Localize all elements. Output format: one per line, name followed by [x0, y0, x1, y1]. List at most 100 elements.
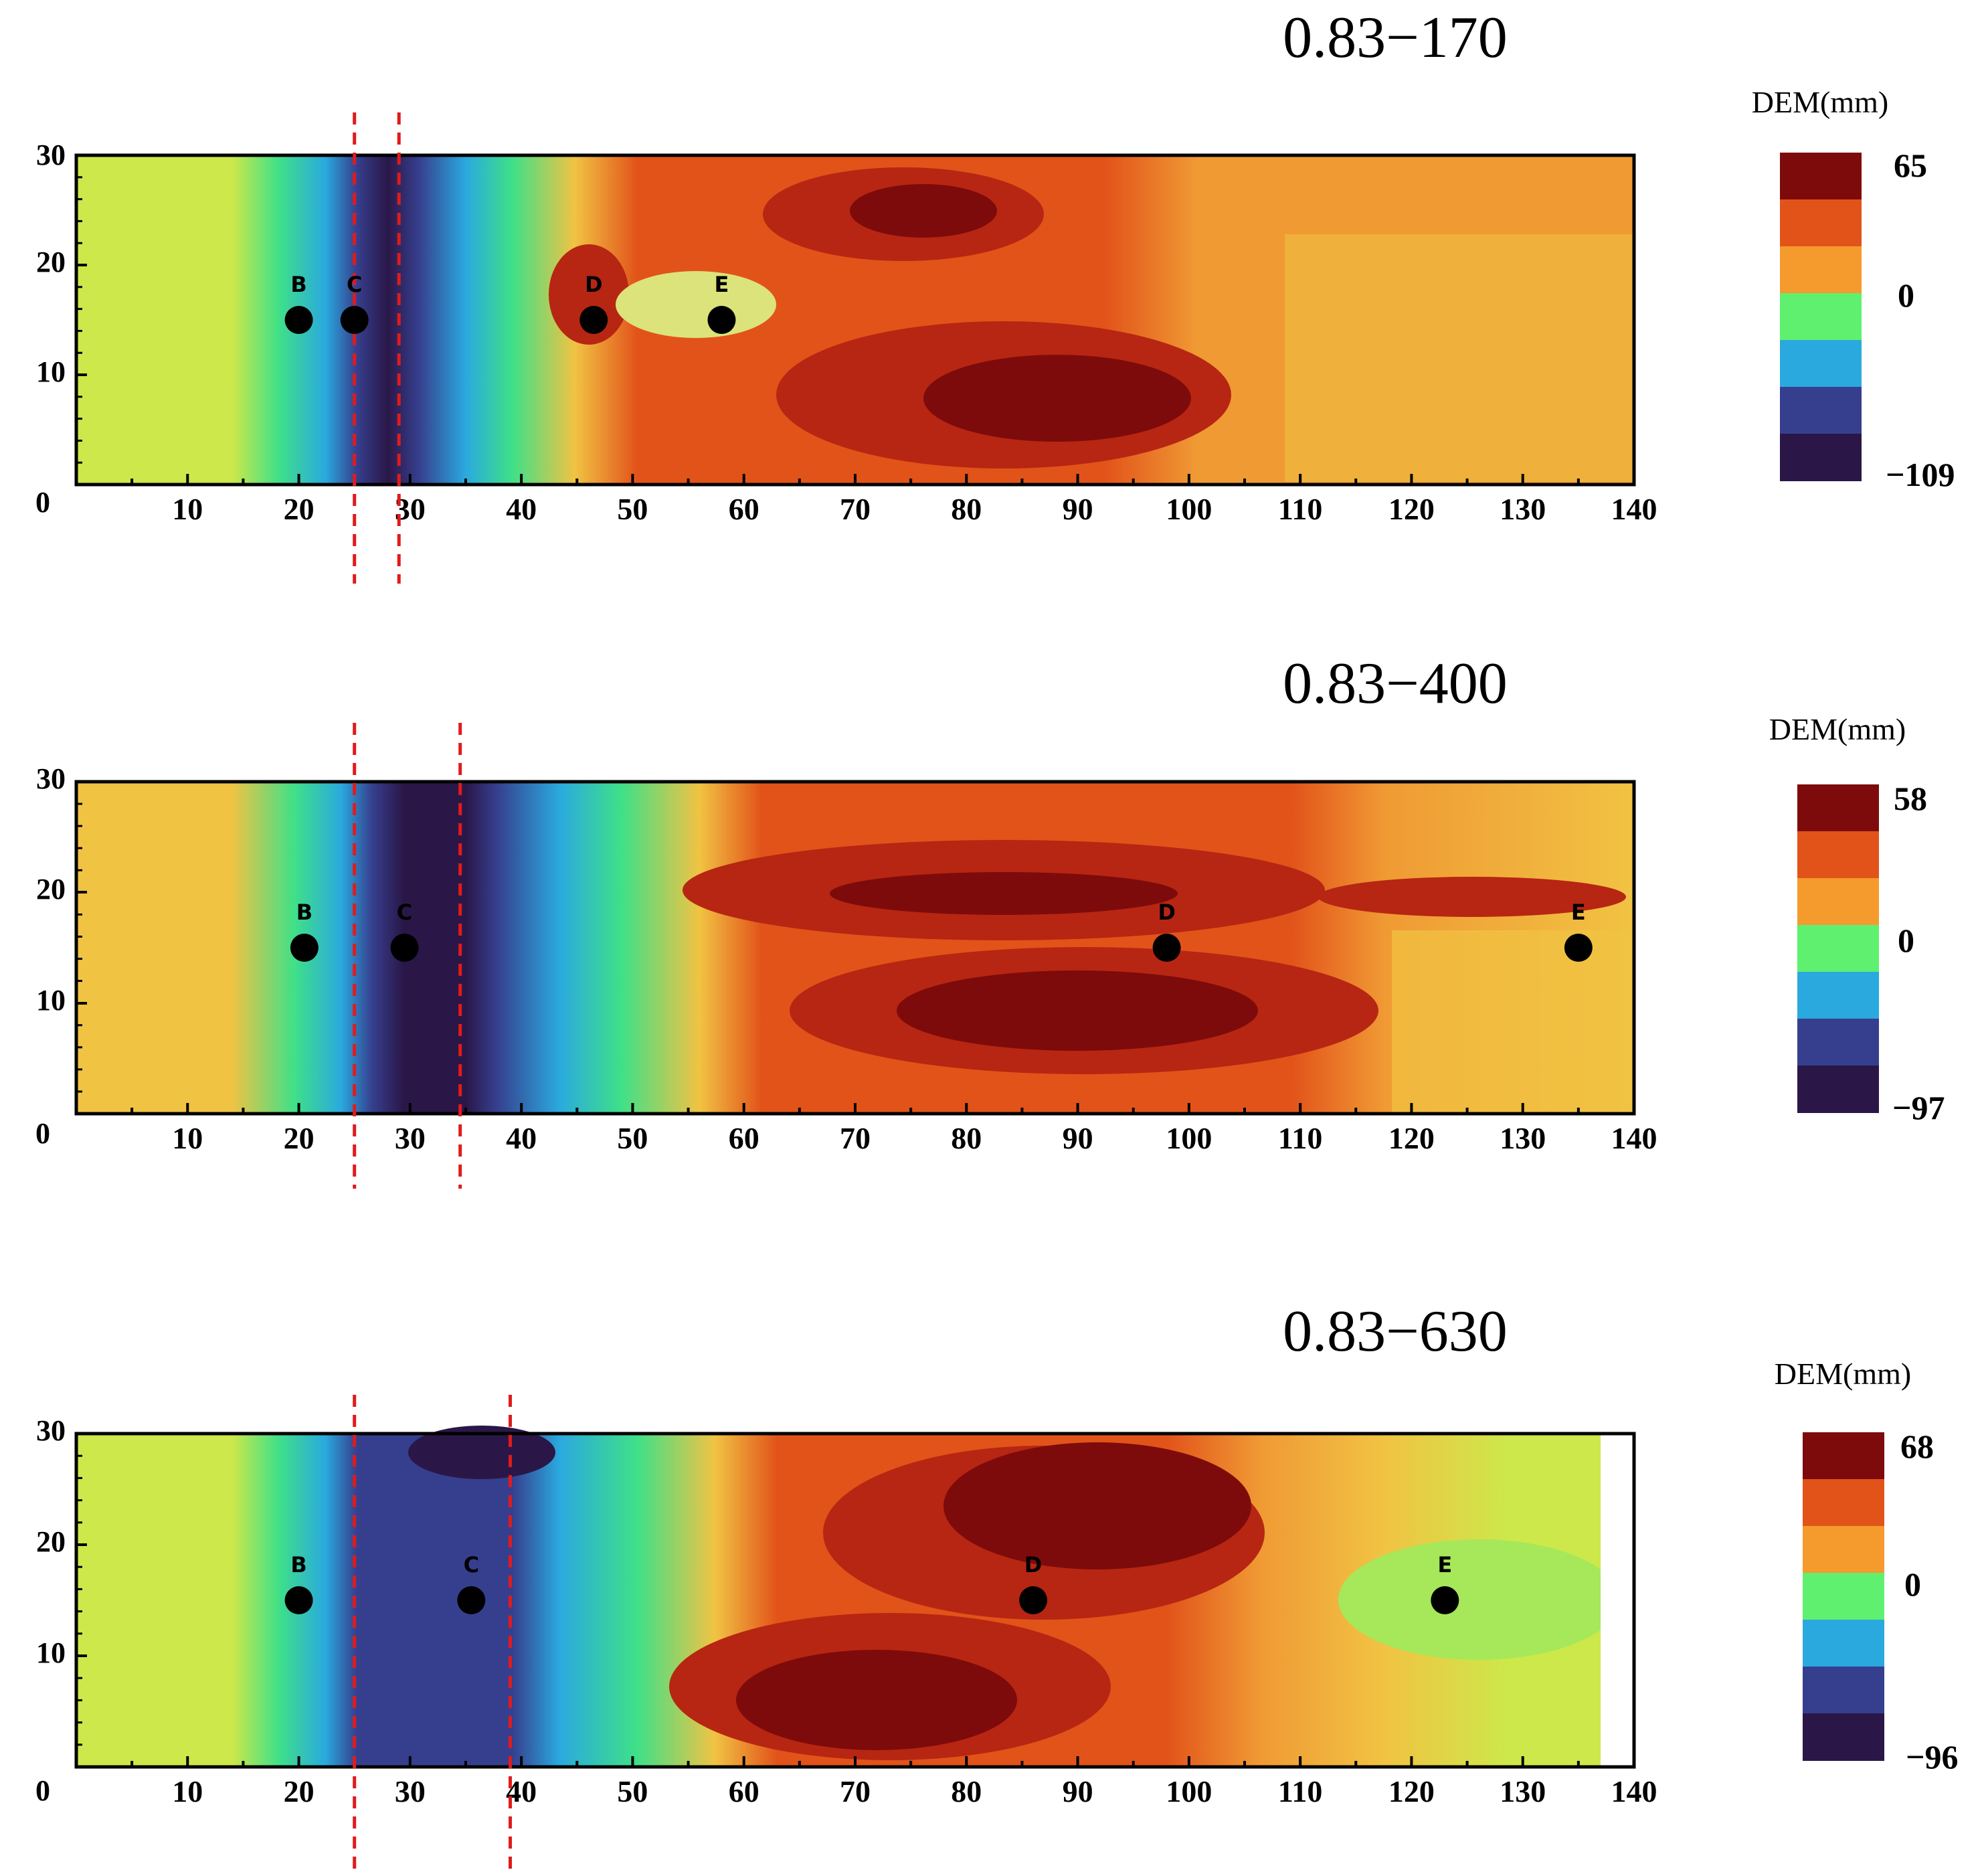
x-tick-label: 90: [1063, 1774, 1093, 1808]
y-tick-label: 10: [36, 1636, 66, 1669]
point-b: [290, 934, 319, 962]
peak-region: [943, 1442, 1251, 1569]
colorbar-swatch: [1803, 1713, 1884, 1761]
x-tick-label: 70: [840, 1774, 871, 1808]
x-tick-label: 100: [1166, 492, 1212, 526]
colorbar: DEM(mm) 68 0 −96: [1775, 1357, 1959, 1776]
colorbar-swatch: [1797, 784, 1879, 832]
flat-region: [1392, 930, 1633, 1112]
x-tick-label: 100: [1166, 1774, 1212, 1808]
peak-region: [830, 872, 1178, 915]
colorbar-swatch: [1803, 1573, 1884, 1620]
colorbar-swatch: [1803, 1667, 1884, 1714]
x-ticks: 10 20 30 40 50 60 70 80 90 100 110 120 130 140: [76, 802, 1657, 1155]
x-tick-label: 140: [1611, 1121, 1657, 1155]
x-tick-label: 60: [729, 1121, 759, 1155]
colorbar-swatch: [1780, 387, 1862, 434]
colorbar-swatches: [1797, 784, 1879, 1113]
sample-points: B C D E: [284, 272, 736, 334]
x-tick-label: 100: [1166, 1121, 1212, 1155]
colorbar-swatches: [1780, 153, 1862, 481]
y-tick-label: 20: [36, 1525, 66, 1558]
x-tick-label: 130: [1500, 492, 1546, 526]
dem-panel-0-83-630: 0.83−630 30 20 10 0 10 20 30 40 50 60 70 80 90 10…: [35, 1299, 1959, 1871]
contour-field: [76, 155, 1634, 485]
high-region: [1318, 877, 1626, 917]
y-tick-label: 30: [36, 1414, 66, 1447]
point-b: [284, 306, 313, 334]
colorbar-swatch: [1780, 434, 1862, 481]
x-tick-label: 40: [506, 1121, 537, 1155]
colorbar: DEM(mm) 65 0 −109: [1752, 85, 1955, 493]
x-tick-label: 20: [284, 492, 314, 526]
x-tick-label: 120: [1388, 1121, 1435, 1155]
colorbar-swatch: [1803, 1479, 1884, 1527]
x-tick-label: 10: [172, 492, 203, 526]
x-tick-label: 120: [1388, 1774, 1435, 1808]
x-tick-label: 130: [1500, 1774, 1546, 1808]
y-tick-label: 20: [36, 246, 66, 278]
point-label: C: [464, 1552, 479, 1577]
colorbar-swatch: [1780, 246, 1862, 294]
point-d: [579, 306, 608, 334]
x-tick-label: 50: [617, 1774, 648, 1808]
point-label: C: [347, 272, 362, 297]
x-tick-label: 10: [172, 1774, 203, 1808]
colorbar-swatch: [1803, 1526, 1884, 1573]
low-cap: [408, 1426, 555, 1479]
point-d: [1019, 1586, 1048, 1614]
field-background: [76, 782, 1634, 1114]
x-tick-label: 90: [1063, 492, 1093, 526]
dem-panel-0-83-400: 0.83−400 30 20 10 0 10 20 30 40 50 60 70 80 90 10…: [35, 651, 1945, 1189]
y-tick-label: 30: [36, 762, 66, 795]
x-tick-label: 20: [284, 1774, 314, 1808]
x-tick-label: 110: [1278, 492, 1322, 526]
point-c: [390, 934, 419, 962]
colorbar-max-label: 68: [1900, 1428, 1934, 1465]
point-label: B: [290, 272, 306, 297]
x-tick-label: 10: [172, 1121, 203, 1155]
x-tick-label: 60: [729, 492, 759, 526]
x-tick-label: 50: [617, 1121, 648, 1155]
colorbar-min-label: −97: [1892, 1089, 1945, 1126]
flat-region: [1285, 234, 1633, 482]
x-tick-label: 120: [1388, 492, 1435, 526]
panel-title: 0.83−170: [1283, 5, 1508, 70]
origin-label: 0: [35, 1117, 50, 1150]
colorbar-swatches: [1803, 1432, 1884, 1761]
x-tick-label: 60: [729, 1774, 759, 1808]
point-label: B: [290, 1552, 306, 1577]
peak-region: [850, 184, 997, 238]
colorbar-mid-label: 0: [1904, 1565, 1921, 1603]
x-tick-label: 140: [1611, 1774, 1657, 1808]
low-pocket: [1338, 1539, 1619, 1660]
x-tick-label: 110: [1278, 1121, 1322, 1155]
colorbar-swatch: [1797, 925, 1879, 972]
point-c: [340, 306, 369, 334]
colorbar-title: DEM(mm): [1775, 1357, 1911, 1391]
point-e: [1431, 1586, 1459, 1614]
colorbar-swatch: [1803, 1620, 1884, 1667]
y-ticks: 30 20 10 0: [35, 1414, 87, 1807]
colorbar-swatch: [1803, 1432, 1884, 1480]
point-label: D: [1158, 900, 1176, 925]
high-region: [549, 244, 629, 345]
x-tick-label: 40: [506, 492, 537, 526]
panel-title: 0.83−630: [1283, 1299, 1508, 1364]
point-label: E: [1571, 900, 1586, 925]
contour-field: [76, 782, 1634, 1114]
peak-region: [897, 970, 1258, 1051]
colorbar-min-label: −96: [1906, 1738, 1959, 1776]
colorbar-swatch: [1780, 153, 1862, 200]
colorbar-swatch: [1797, 972, 1879, 1019]
origin-label: 0: [35, 486, 50, 519]
point-c: [457, 1586, 486, 1614]
point-label: E: [715, 272, 729, 297]
colorbar: DEM(mm) 58 0 −97: [1769, 712, 1945, 1126]
y-ticks: 30 20 10 0: [35, 139, 87, 519]
x-tick-label: 80: [951, 1774, 982, 1808]
colorbar-title: DEM(mm): [1769, 712, 1906, 746]
sample-points: B C D E: [290, 900, 1593, 962]
x-ticks: 10 20 30 40 50 60 70 80 90 100 110 120 130 140: [76, 1454, 1657, 1808]
